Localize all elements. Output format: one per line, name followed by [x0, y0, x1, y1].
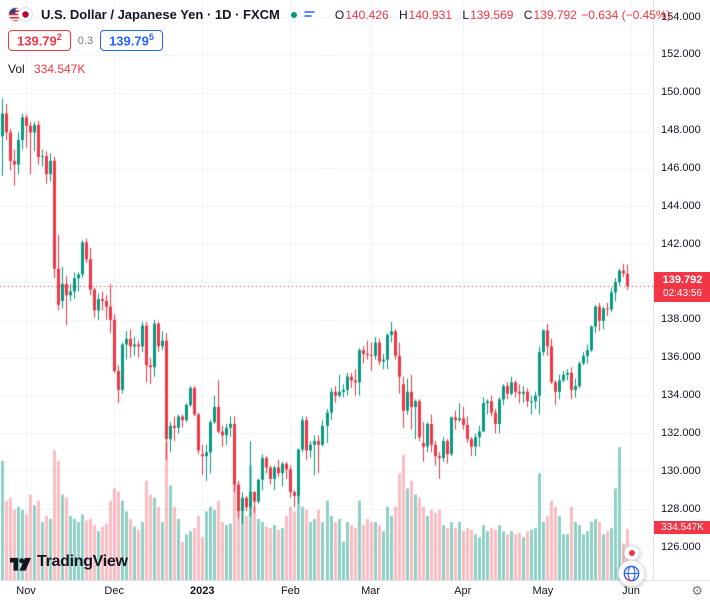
time-tick-label: Jun: [622, 585, 640, 597]
open-value: 140.426: [345, 7, 389, 22]
ask-price-sup: 5: [148, 32, 154, 42]
price-tick-label: 150.000: [661, 86, 701, 99]
volume-indicator-value: 334.547K: [34, 62, 86, 76]
close-label: C: [523, 7, 533, 22]
price-tick-label: 144.000: [661, 199, 701, 212]
globe-button[interactable]: [618, 560, 645, 587]
market-open-dot-icon: [290, 11, 297, 18]
record-dot-button[interactable]: [624, 545, 640, 561]
price-tick-label: 152.000: [661, 48, 701, 61]
change-value: −0.634 (−0.45%): [581, 7, 671, 22]
red-dot-icon: [629, 550, 635, 556]
price-tick-label: 154.000: [661, 10, 701, 23]
volume-legend: Vol 334.547K: [8, 62, 85, 76]
last-price-value: 139.792: [662, 273, 703, 286]
volume-value-label: 334.547K: [654, 520, 710, 534]
bid-price-button[interactable]: 139.792: [8, 30, 71, 52]
close-value: 139.792: [533, 7, 577, 22]
chart-legend: U.S. Dollar / Japanese Yen · 1D · FXCM O…: [8, 7, 671, 22]
time-tick-label: May: [532, 585, 554, 597]
price-tick-label: 126.000: [661, 540, 701, 553]
price-chart-canvas[interactable]: [0, 0, 653, 580]
bar-countdown: 02:43:56: [663, 287, 702, 299]
time-tick-label: 2023: [190, 585, 215, 597]
price-tick-label: 128.000: [661, 502, 701, 515]
ask-price-main: 139.79: [109, 33, 149, 49]
price-tick-label: 142.000: [661, 237, 701, 250]
chart-lines-icon-glyph: [304, 11, 315, 17]
chart-lines-icon[interactable]: [304, 9, 315, 20]
volume-indicator-label[interactable]: Vol: [8, 62, 25, 76]
time-tick-label: Feb: [280, 585, 300, 597]
bid-price-main: 139.79: [17, 33, 57, 49]
bid-price-sup: 2: [56, 32, 62, 42]
low-value: 139.569: [470, 7, 514, 22]
ohlc-values: O140.426 H140.931 L139.569 C139.792 −0.6…: [328, 8, 671, 22]
price-axis[interactable]: 154.000 152.000 150.000 148.000 146.000 144.0…: [653, 0, 710, 580]
price-tick-label: 134.000: [661, 389, 701, 402]
time-tick-label: Mar: [361, 585, 381, 597]
low-label: L: [462, 7, 470, 22]
time-tick-label: Dec: [104, 585, 124, 597]
price-tick-label: 138.000: [661, 313, 701, 326]
symbol-title[interactable]: U.S. Dollar / Japanese Yen · 1D · FXCM: [41, 7, 280, 22]
open-label: O: [334, 7, 345, 22]
last-price-label: 139.792 02:43:56: [654, 271, 710, 303]
time-axis[interactable]: Nov Dec 2023 Feb Mar Apr May Jun ⚙: [0, 580, 710, 600]
price-tick-label: 148.000: [661, 124, 701, 137]
tradingview-logo[interactable]: TradingView: [10, 553, 128, 571]
high-label: H: [398, 7, 408, 22]
price-tick-label: 146.000: [661, 161, 701, 174]
tradingview-logo-icon: [10, 557, 31, 571]
price-tick-label: 136.000: [661, 351, 701, 364]
settings-gear-icon[interactable]: ⚙: [691, 583, 703, 598]
price-tick-label: 132.000: [661, 426, 701, 439]
globe-icon: [623, 565, 640, 582]
high-value: 140.931: [408, 7, 453, 22]
spread-value: 0.3: [77, 34, 94, 47]
bid-ask-row: 139.792 0.3 139.795: [8, 30, 163, 52]
symbol-flags: [8, 7, 33, 22]
price-tick-label: 130.000: [661, 464, 701, 477]
time-tick-label: Apr: [454, 585, 472, 597]
japan-flag-icon: [18, 7, 33, 22]
ask-price-button[interactable]: 139.795: [100, 30, 163, 52]
time-tick-label: Nov: [16, 585, 36, 597]
tradingview-logo-text: TradingView: [37, 553, 128, 570]
